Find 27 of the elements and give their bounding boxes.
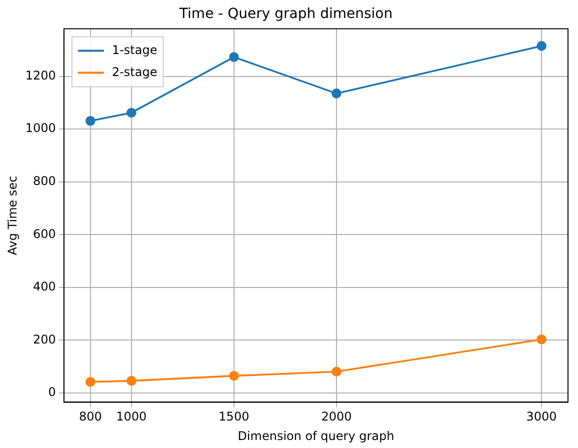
x-axis-title: Dimension of query graph [238,428,394,443]
x-tick-label: 2000 [321,410,352,424]
point [536,334,546,344]
point [126,376,136,386]
chart-title: Time - Query graph dimension [178,6,393,22]
y-axis-title: Avg Time sec [5,176,20,256]
y-tick-label: 0 [48,385,56,400]
y-tick-label: 600 [33,226,56,241]
y-tick-label: 1000 [25,121,56,136]
y-tick-label: 800 [33,174,56,188]
y-tick-label: 1200 [25,68,56,82]
point [229,52,239,62]
point [126,108,136,118]
x-tick-label: 800 [78,410,102,424]
legend-label: 2-stage [112,64,158,79]
x-tick-label: 1500 [218,410,250,424]
point [229,370,239,381]
point [85,376,96,387]
point [332,366,342,376]
point [332,88,342,98]
x-tick-label: 3000 [526,410,557,424]
legend-label: 1-stage [112,42,158,57]
y-tick-label: 200 [33,332,56,346]
y-tick-label: 400 [33,280,56,294]
point [85,116,96,126]
x-tick-label: 1000 [116,410,147,424]
point [536,41,546,51]
